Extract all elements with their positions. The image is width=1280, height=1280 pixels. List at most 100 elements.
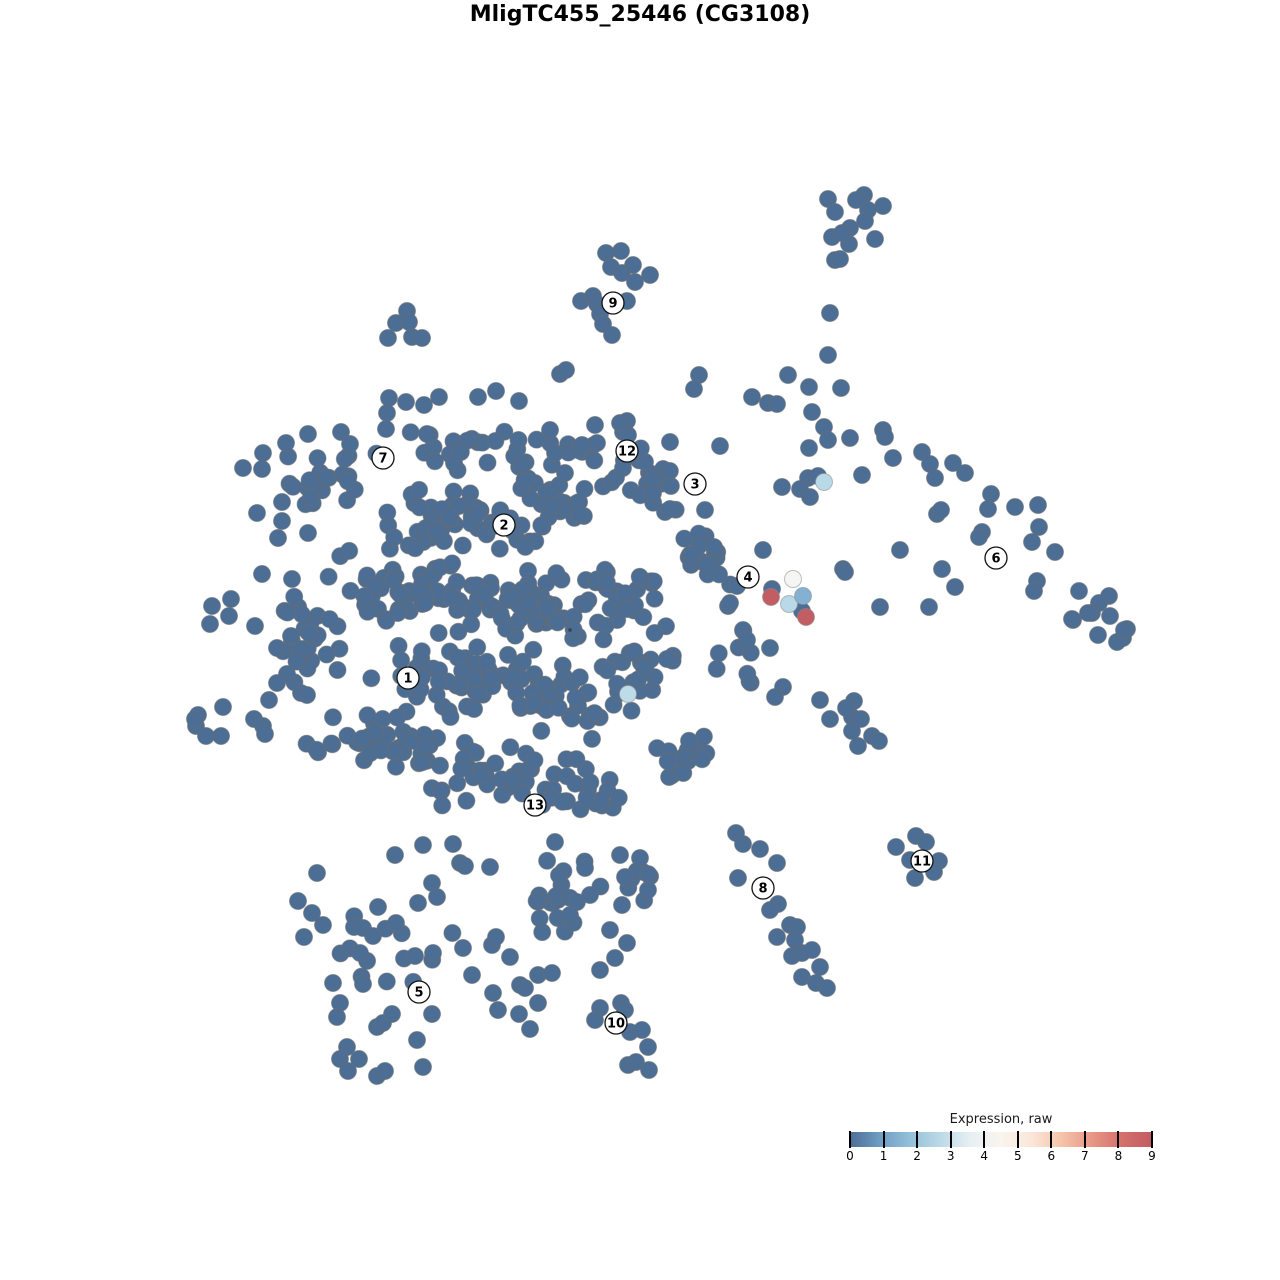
- data-point: [566, 688, 585, 707]
- data-point: [639, 865, 658, 884]
- data-point: [442, 588, 461, 607]
- legend-tick-label: 4: [980, 1149, 989, 1163]
- data-point: [612, 242, 630, 260]
- data-point: [341, 581, 360, 600]
- data-point: [353, 729, 372, 748]
- data-point: [253, 565, 271, 583]
- legend-tick-label: 3: [946, 1149, 955, 1163]
- data-point: [562, 709, 581, 728]
- data-point: [946, 578, 964, 596]
- data-point: [273, 493, 291, 511]
- highlighted-data-point: [780, 595, 798, 613]
- data-point: [622, 701, 641, 720]
- data-point: [510, 392, 528, 410]
- data-point: [516, 537, 535, 556]
- plot-title: MligTC455_25446 (CG3108): [469, 2, 811, 27]
- data-point: [358, 602, 377, 621]
- data-point: [920, 598, 938, 616]
- data-point: [1063, 610, 1081, 628]
- data-point: [547, 564, 566, 583]
- data-point: [253, 460, 271, 478]
- data-point: [597, 573, 616, 592]
- data-point: [661, 477, 680, 495]
- data-point: [515, 471, 534, 490]
- data-point: [644, 484, 662, 502]
- data-point: [338, 726, 357, 745]
- data-point: [866, 230, 884, 248]
- data-point: [525, 751, 544, 770]
- data-point: [256, 725, 274, 743]
- cluster-label-text: 2: [499, 519, 508, 534]
- data-point: [618, 600, 637, 618]
- data-point: [273, 512, 291, 530]
- data-point: [801, 488, 819, 506]
- data-point: [214, 698, 232, 716]
- data-point: [874, 197, 892, 215]
- data-point: [371, 741, 390, 760]
- data-point: [567, 750, 586, 769]
- data-point: [734, 835, 752, 853]
- data-point: [456, 857, 474, 875]
- data-point: [358, 706, 377, 725]
- data-point: [553, 792, 572, 811]
- data-point: [556, 464, 574, 482]
- cluster-label-6: 6: [984, 546, 1008, 570]
- data-point: [768, 928, 786, 946]
- data-point: [380, 389, 398, 407]
- data-point: [751, 840, 769, 858]
- legend-tick-label: 6: [1047, 1149, 1056, 1163]
- data-point: [887, 838, 905, 856]
- data-point: [328, 1008, 346, 1026]
- data-point: [761, 901, 779, 919]
- data-point: [299, 623, 318, 642]
- data-point: [397, 393, 415, 411]
- data-point: [598, 661, 617, 680]
- data-point: [298, 686, 316, 704]
- data-point: [285, 587, 304, 606]
- data-point: [585, 451, 604, 470]
- data-point: [220, 607, 238, 625]
- legend-tick-label: 0: [846, 1149, 854, 1163]
- cluster-label-circle: [751, 876, 775, 900]
- data-point: [591, 961, 609, 979]
- data-point: [400, 313, 418, 331]
- data-point: [721, 594, 739, 612]
- data-point: [431, 756, 449, 775]
- data-point: [299, 524, 317, 542]
- data-point: [454, 939, 472, 957]
- data-point: [519, 561, 537, 580]
- data-point: [970, 528, 988, 546]
- data-point: [510, 1005, 528, 1023]
- data-point: [429, 672, 448, 691]
- data-point: [377, 972, 396, 991]
- data-point: [478, 652, 496, 671]
- cluster-label-circle: [371, 446, 395, 470]
- data-point: [278, 603, 297, 622]
- cluster-label-1: 1: [396, 666, 420, 690]
- highlighted-data-point: [797, 608, 815, 626]
- data-point: [1089, 626, 1107, 644]
- data-point: [624, 256, 642, 274]
- data-point: [414, 1058, 432, 1076]
- data-point: [645, 624, 664, 642]
- cluster-label-text: 3: [690, 478, 699, 493]
- data-point: [564, 620, 583, 639]
- data-point: [693, 750, 712, 769]
- data-point: [430, 388, 448, 406]
- data-point: [709, 644, 728, 663]
- data-point: [548, 613, 567, 632]
- legend-tick-label: 2: [913, 1149, 921, 1163]
- legend-title: Expression, raw: [949, 1112, 1053, 1127]
- data-point: [768, 395, 786, 413]
- data-point: [611, 414, 629, 432]
- data-point: [698, 556, 716, 574]
- cluster-label-text: 12: [618, 445, 636, 460]
- data-point: [618, 934, 636, 952]
- data-point: [674, 764, 693, 782]
- data-point: [457, 791, 476, 810]
- data-point: [754, 541, 772, 559]
- data-point: [453, 661, 472, 680]
- data-point: [338, 472, 357, 491]
- data-point: [833, 224, 851, 242]
- cluster-label-circle: [492, 513, 516, 537]
